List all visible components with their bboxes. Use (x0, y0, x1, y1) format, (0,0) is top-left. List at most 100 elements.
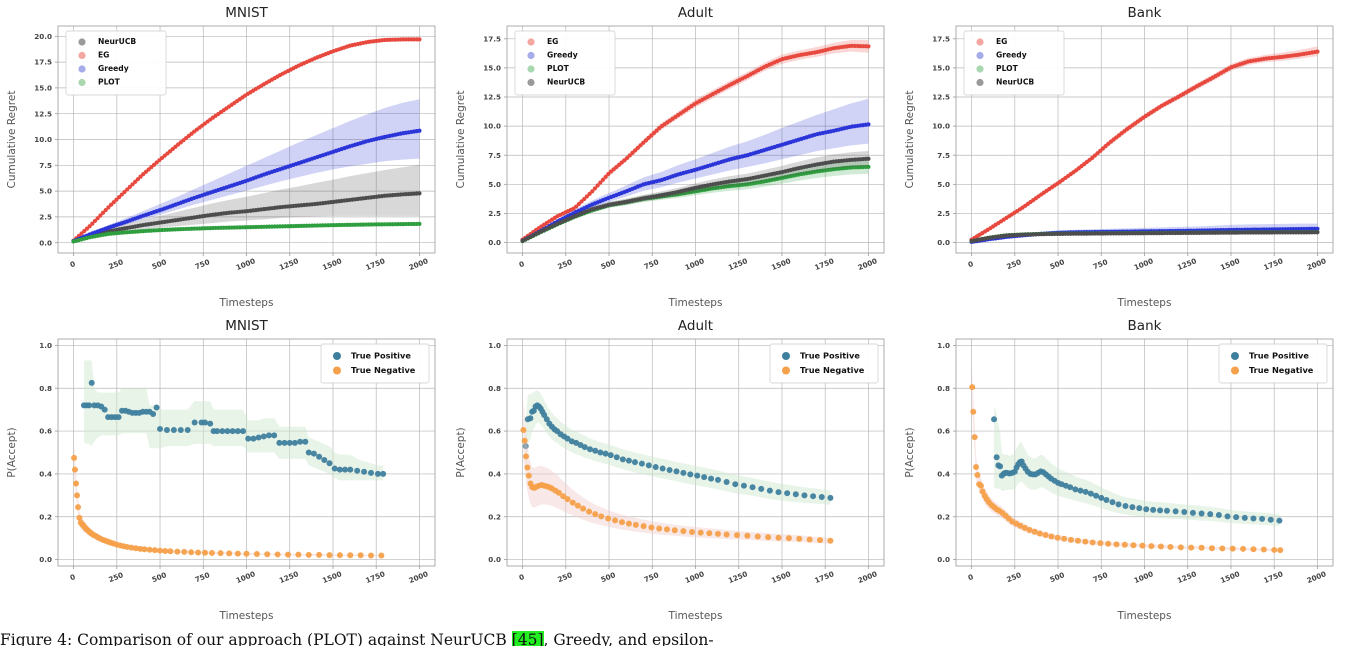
legend-label-greedy: Greedy (996, 51, 1027, 60)
grid-lines (956, 339, 1333, 566)
ytick-label: 2.5 (488, 209, 501, 218)
xtick-label: 1500 (770, 256, 792, 272)
legend-label-greedy: Greedy (98, 64, 129, 73)
ytick-label: 5.0 (937, 180, 950, 189)
chart-legend: EG Greedy PLOT NeurUCB (514, 30, 616, 96)
x-axis-label: Timesteps (219, 610, 274, 622)
points-true-positive (80, 379, 387, 477)
ytick-label: 12.5 (932, 93, 950, 102)
chart-title: MNIST (225, 318, 268, 334)
xtick-label: 750 (194, 570, 211, 584)
xtick-label: 1750 (1262, 256, 1284, 272)
xtick-label: 1000 (235, 256, 257, 272)
ytick-label: 0.2 (488, 512, 501, 521)
ytick-label: 7.5 (488, 151, 501, 160)
ytick-label: 0.6 (937, 427, 950, 436)
y-axis-label: Cumulative Regret (455, 91, 467, 189)
legend-label-plot: PLOT (98, 78, 121, 87)
ytick-label: 15.0 (483, 64, 501, 73)
band-true-positive (994, 405, 1280, 527)
ytick-label: 0.2 (937, 512, 950, 521)
xtick-label: 1250 (1176, 569, 1198, 585)
xtick-label: 1000 (1133, 569, 1155, 585)
x-axis-label: Timesteps (219, 297, 274, 309)
xtick-label: 250 (107, 257, 124, 271)
points-plot (71, 221, 422, 244)
xtick-label: 2000 (1306, 569, 1328, 585)
xtick-label: 750 (1092, 257, 1109, 271)
points-eg (71, 37, 422, 243)
xtick-label: 1000 (684, 256, 706, 272)
ytick-label: 0.0 (488, 238, 501, 247)
panel-paccept-bank: 0 250 500 750 1000 1250 1500 1750 2000 0.0 0.2 0.4 0… (898, 313, 1346, 626)
ytick-label: 0.8 (39, 384, 52, 393)
ytick-label: 0.0 (937, 238, 950, 247)
legend-marker-greedy (78, 65, 86, 73)
ytick-label: 1.0 (39, 341, 52, 350)
ytick-label: 17.5 (932, 34, 950, 43)
legend-label-eg: EG (547, 37, 558, 46)
xtick-label: 500 (150, 257, 167, 271)
legend-label-true-positive: True Positive (351, 351, 411, 361)
xtick-label: 250 (556, 570, 573, 584)
ytick-label: 0.4 (488, 470, 501, 479)
series-group (520, 390, 834, 544)
xtick-label: 500 (1048, 570, 1065, 584)
ytick-label: 0.0 (937, 555, 950, 564)
x-axis-label: Timesteps (668, 297, 723, 309)
ytick-label: 0.4 (937, 470, 950, 479)
legend-marker-true-negative (333, 366, 341, 375)
band-plot (522, 159, 869, 242)
series-group (969, 366, 1284, 554)
xtick-label: 1000 (684, 569, 706, 585)
xtick-label: 750 (194, 257, 211, 271)
xtick-label: 0 (967, 259, 975, 269)
legend-marker-true-positive (782, 352, 790, 360)
xtick-label: 250 (1005, 257, 1022, 271)
chart-legend: NeurUCB EG Greedy PLOT (65, 30, 167, 96)
xtick-label: 250 (1005, 570, 1022, 584)
legend-marker-plot (527, 65, 535, 73)
xtick-label: 250 (556, 257, 573, 271)
xtick-label: 0 (69, 259, 77, 269)
y-axis-label: Cumulative Regret (6, 91, 18, 189)
xtick-label: 2000 (857, 569, 879, 585)
ytick-label: 0.0 (488, 555, 501, 564)
legend-marker-true-negative (782, 366, 790, 375)
ytick-label: 7.5 (39, 161, 52, 170)
chart-regret-mnist: 0 250 500 750 1000 1250 1500 1750 2000 0.0 2.5 5.0 7… (6, 5, 436, 309)
xtick-label: 1500 (770, 569, 792, 585)
legend-marker-plot (976, 65, 984, 73)
legend-label-eg: EG (98, 51, 109, 60)
legend-marker-plot (78, 78, 86, 87)
xtick-label: 1750 (813, 256, 835, 272)
legend-label-greedy: Greedy (547, 51, 578, 60)
xtick-label: 0 (518, 259, 526, 269)
ytick-label: 17.5 (34, 58, 52, 67)
ytick-label: 15.0 (932, 64, 950, 73)
legend-marker-neurucb (78, 38, 86, 46)
points-true-negative (520, 427, 834, 544)
legend-marker-true-negative (1231, 366, 1239, 375)
xtick-label: 1500 (321, 256, 343, 272)
xtick-label: 1250 (1176, 256, 1198, 272)
chart-legend: True Positive True Negative (769, 343, 879, 384)
chart-title: Adult (678, 318, 713, 334)
chart-regret-adult: 0 250 500 750 1000 1250 1500 1750 2000 0.0 2.5 5.0 7… (455, 5, 885, 309)
legend-label-eg: EG (996, 37, 1007, 46)
xtick-label: 2000 (1306, 256, 1328, 272)
band-true-negative (523, 401, 831, 544)
chart-paccept-bank: 0 250 500 750 1000 1250 1500 1750 2000 0.0 0.2 0.4 0… (904, 318, 1334, 622)
points-true-negative (71, 454, 385, 559)
chart-legend: EG Greedy PLOT NeurUCB (963, 30, 1065, 96)
xtick-label: 0 (518, 572, 526, 582)
legend-marker-neurucb (976, 78, 984, 87)
xtick-label: 1500 (1219, 256, 1241, 272)
series-group (520, 39, 871, 244)
ytick-label: 0.8 (937, 384, 950, 393)
ytick-label: 10.0 (34, 135, 52, 144)
ytick-label: 0.8 (488, 384, 501, 393)
ytick-label: 10.0 (932, 122, 950, 131)
chart-paccept-mnist: 0 250 500 750 1000 1250 1500 1750 2000 0.0 0.2 0.4 0… (6, 318, 436, 622)
xtick-label: 1250 (278, 256, 300, 272)
